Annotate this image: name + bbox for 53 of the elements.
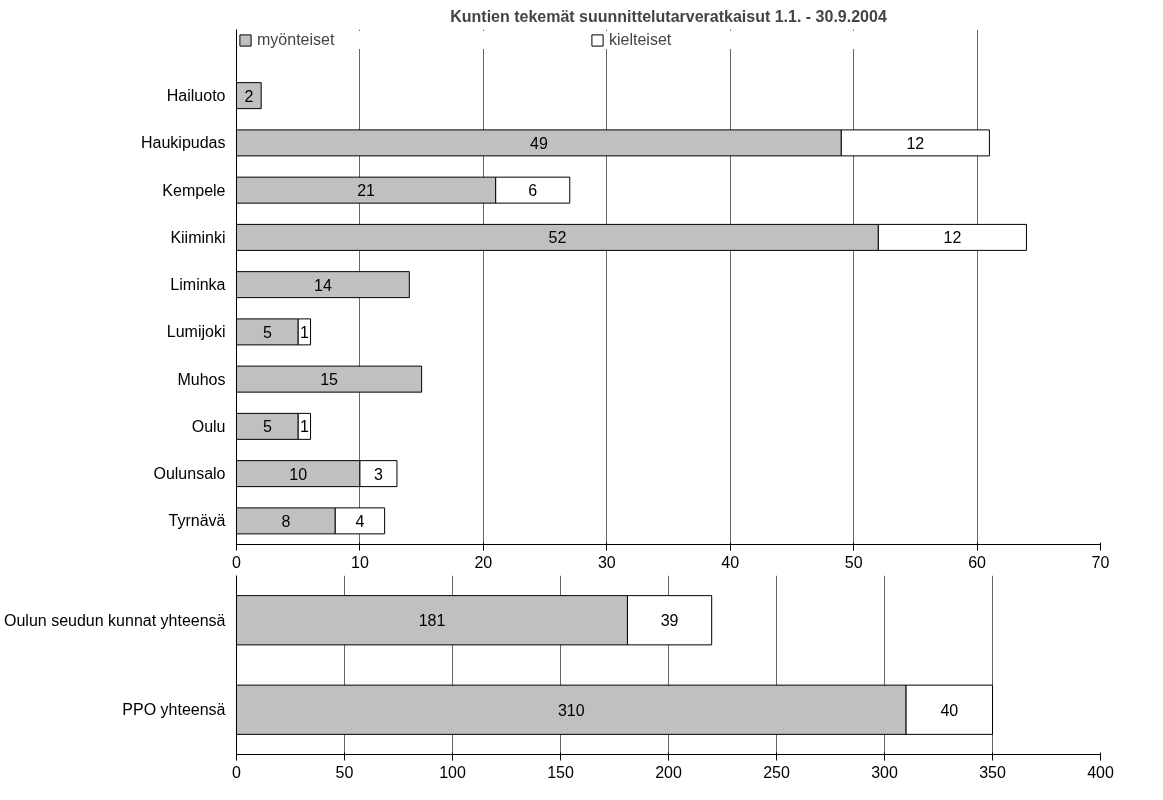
legend-label: kielteiset	[609, 31, 673, 49]
data-label: 8	[281, 512, 291, 530]
y-tick-label: Oulunsalo	[153, 465, 226, 483]
x-tick-label: 30	[597, 553, 616, 571]
data-label: 1	[299, 418, 309, 436]
x-tick-label: 10	[351, 553, 369, 571]
x-tick-label: 50	[844, 553, 863, 571]
data-label: 14	[314, 276, 332, 294]
x-tick-label: 0	[232, 553, 242, 571]
x-tick-label: 60	[968, 553, 987, 571]
y-tick-label: PPO yhteensä	[122, 701, 226, 719]
x-tick-label: 150	[547, 763, 574, 781]
x-tick-label: 300	[871, 763, 898, 781]
y-tick-label: Hailuoto	[166, 87, 226, 105]
data-label: 5	[262, 323, 272, 341]
data-label: 39	[660, 612, 679, 630]
data-label: 5	[262, 418, 272, 436]
x-tick-label: 20	[474, 553, 493, 571]
y-tick-label: Tyrnävä	[168, 512, 226, 530]
x-tick-label: 0	[232, 763, 242, 781]
y-tick-label: Muhos	[177, 370, 226, 388]
data-label: 49	[530, 134, 548, 152]
data-label: 15	[320, 371, 339, 389]
data-label: 6	[528, 182, 538, 200]
x-tick-label: 50	[335, 763, 354, 781]
y-tick-label: Liminka	[170, 276, 226, 294]
data-label: 2	[244, 87, 254, 105]
data-label: 21	[357, 182, 376, 200]
data-label: 12	[943, 229, 962, 247]
data-label: 1	[299, 323, 309, 341]
y-tick-label: Haukipudas	[141, 134, 226, 152]
x-tick-label: 350	[979, 763, 1006, 781]
x-tick-label: 100	[439, 763, 466, 781]
data-label: 4	[355, 512, 365, 530]
data-label: 52	[548, 229, 567, 247]
x-tick-label: 40	[721, 553, 740, 571]
x-tick-label: 70	[1091, 553, 1110, 571]
data-label: 3	[373, 465, 383, 483]
data-label: 10	[289, 465, 308, 483]
data-label: 181	[418, 612, 446, 630]
data-label: 310	[557, 701, 585, 719]
y-tick-label: Kempele	[162, 181, 226, 199]
y-tick-label: Lumijoki	[166, 323, 226, 341]
y-tick-label: Oulun seudun kunnat yhteensä	[4, 611, 226, 629]
x-tick-label: 200	[655, 763, 682, 781]
legend-label: myönteiset	[257, 31, 336, 49]
chart-title: Kuntien tekemät suunnittelutarveratkaisut 1.1. - 30.9.2004	[450, 7, 887, 25]
data-label: 12	[906, 134, 925, 152]
x-tick-label: 250	[763, 763, 790, 781]
x-tick-label: 400	[1087, 763, 1114, 781]
y-tick-label: Oulu	[191, 417, 226, 435]
y-tick-label: Kiiminki	[170, 228, 226, 246]
data-label: 40	[940, 701, 959, 719]
